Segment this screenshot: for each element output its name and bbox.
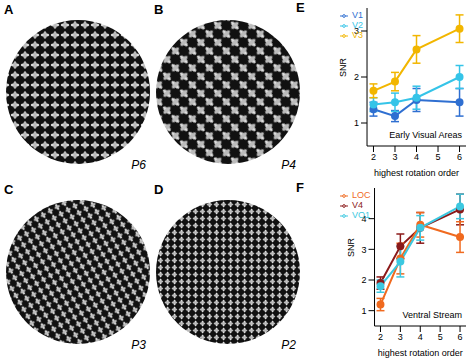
svg-text:4: 4	[362, 214, 367, 224]
svg-text:3: 3	[392, 152, 397, 162]
svg-text:highest rotation order: highest rotation order	[378, 348, 463, 358]
svg-text:2: 2	[378, 332, 383, 342]
svg-text:3: 3	[398, 332, 403, 342]
svg-text:1: 1	[362, 306, 367, 316]
svg-text:3: 3	[362, 245, 367, 255]
svg-text:2: 2	[371, 152, 376, 162]
svg-text:2: 2	[354, 72, 359, 82]
svg-text:4: 4	[414, 152, 419, 162]
svg-text:SNR: SNR	[346, 237, 356, 257]
svg-text:5: 5	[438, 332, 443, 342]
svg-text:SNR: SNR	[338, 57, 348, 77]
svg-text:6: 6	[457, 152, 462, 162]
svg-text:1: 1	[354, 118, 359, 128]
svg-text:3: 3	[354, 26, 359, 36]
svg-text:5: 5	[436, 152, 441, 162]
svg-text:2: 2	[362, 275, 367, 285]
svg-text:highest rotation order: highest rotation order	[374, 168, 459, 178]
svg-text:4: 4	[418, 332, 423, 342]
svg-text:6: 6	[458, 332, 463, 342]
